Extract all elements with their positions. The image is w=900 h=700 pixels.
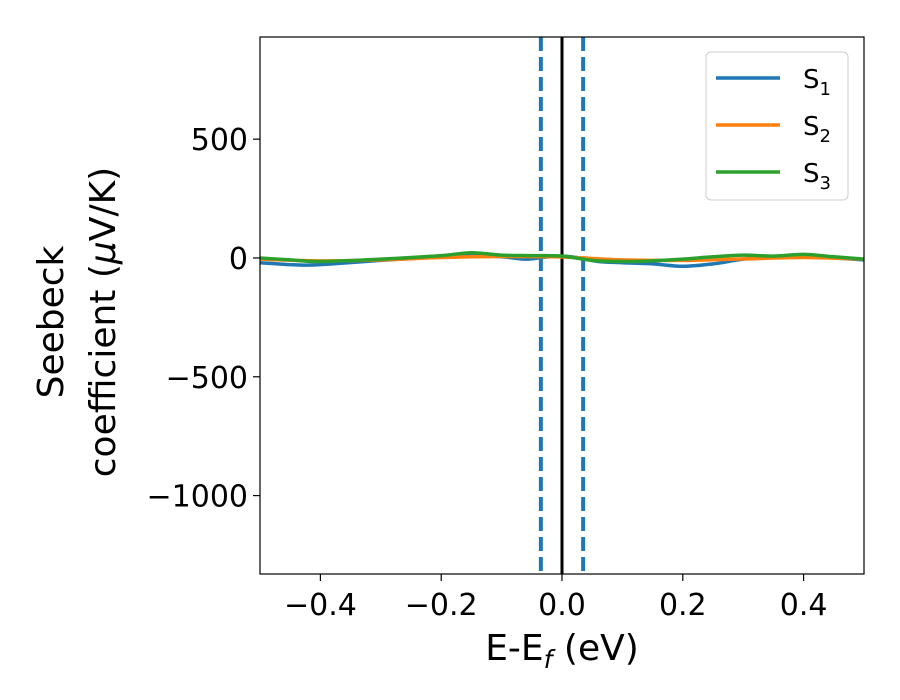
y-axis: 500 0 −500 −1000 bbox=[147, 123, 260, 515]
x-tick-label: 0.0 bbox=[538, 588, 586, 623]
y-axis-title-line2: coefficient (μV/K) bbox=[83, 167, 124, 477]
y-axis-title-line1: Seebeck bbox=[31, 245, 72, 398]
legend: S1 S2 S3 bbox=[705, 51, 849, 201]
series-line-s3 bbox=[260, 250, 864, 264]
x-tick-label: 0.2 bbox=[659, 588, 707, 623]
y-tick-label: −500 bbox=[166, 361, 248, 396]
y-tick-label: 0 bbox=[229, 242, 248, 277]
x-tick-label: 0.4 bbox=[780, 588, 828, 623]
x-axis-title: E-Ef (eV) bbox=[485, 628, 639, 674]
x-tick-label: −0.2 bbox=[405, 588, 478, 623]
y-axis-title: Seebeck coefficient (μV/K) bbox=[31, 167, 124, 477]
x-tick-label: −0.4 bbox=[284, 588, 357, 623]
data-series bbox=[260, 250, 864, 269]
y-tick-label: 500 bbox=[191, 123, 248, 158]
legend-label-s3: S3 bbox=[803, 159, 831, 194]
x-axis: −0.4 −0.2 0.0 0.2 0.4 bbox=[284, 574, 827, 623]
y-tick-label: −1000 bbox=[147, 480, 248, 515]
reference-lines bbox=[538, 37, 586, 574]
legend-label-s2: S2 bbox=[803, 112, 831, 147]
legend-label-s1: S1 bbox=[803, 65, 831, 100]
